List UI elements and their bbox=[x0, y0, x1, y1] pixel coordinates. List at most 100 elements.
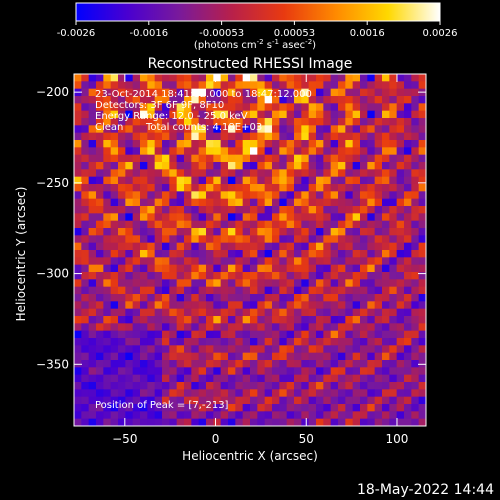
heatmap-cell bbox=[279, 250, 288, 258]
heatmap-cell bbox=[352, 74, 361, 82]
heatmap-cell bbox=[74, 125, 82, 134]
heatmap-cell bbox=[242, 88, 251, 97]
heatmap-cell bbox=[301, 374, 310, 383]
heatmap-cell bbox=[374, 125, 383, 134]
heatmap-cell bbox=[96, 294, 104, 302]
heatmap-cell bbox=[308, 374, 317, 383]
heatmap-cell bbox=[294, 74, 302, 82]
heatmap-cell bbox=[294, 264, 302, 273]
heatmap-cell bbox=[147, 360, 156, 368]
heatmap-cell bbox=[294, 257, 302, 266]
heatmap-cell bbox=[140, 367, 148, 376]
heatmap-cell bbox=[338, 330, 346, 339]
heatmap-cell bbox=[367, 213, 376, 222]
heatmap-cell bbox=[404, 118, 412, 126]
heatmap-cell bbox=[220, 198, 229, 207]
heatmap-cell bbox=[316, 367, 324, 376]
heatmap-cell bbox=[396, 176, 405, 185]
heatmap-cell bbox=[404, 338, 412, 346]
heatmap-cell bbox=[367, 176, 376, 185]
heatmap-cell bbox=[162, 382, 170, 390]
heatmap-cell bbox=[147, 235, 156, 244]
heatmap-cell bbox=[330, 396, 339, 405]
heatmap-cell bbox=[250, 294, 258, 302]
heatmap-cell bbox=[206, 301, 214, 310]
heatmap-cell bbox=[147, 301, 156, 310]
heatmap-cell bbox=[286, 338, 295, 346]
heatmap-cell bbox=[286, 140, 295, 148]
heatmap-cell bbox=[338, 147, 346, 156]
heatmap-cell bbox=[286, 264, 295, 273]
heatmap-cell bbox=[338, 338, 346, 346]
heatmap-cell bbox=[308, 308, 317, 317]
heatmap-cell bbox=[206, 235, 214, 244]
heatmap-cell bbox=[206, 74, 214, 82]
heatmap-cell bbox=[374, 345, 383, 354]
heatmap-cell bbox=[338, 279, 346, 288]
heatmap-cell bbox=[330, 228, 339, 236]
x-tick-label: 0 bbox=[212, 432, 220, 446]
heatmap-cell bbox=[352, 81, 361, 90]
heatmap-cell bbox=[169, 418, 178, 426]
heatmap-cell bbox=[228, 242, 236, 251]
heatmap-cell bbox=[330, 360, 339, 368]
heatmap-cell bbox=[81, 418, 90, 426]
heatmap-cell bbox=[264, 96, 273, 104]
heatmap-cell bbox=[191, 257, 200, 266]
heatmap-cell bbox=[198, 250, 207, 258]
heatmap-cell bbox=[323, 250, 332, 258]
heatmap-cell bbox=[81, 81, 90, 90]
heatmap-cell bbox=[154, 206, 163, 214]
heatmap-cell bbox=[411, 286, 420, 295]
heatmap-cell bbox=[396, 235, 405, 244]
heatmap-cell bbox=[228, 74, 236, 82]
heatmap-cell bbox=[367, 396, 376, 405]
heatmap-cell bbox=[279, 228, 288, 236]
heatmap-cell bbox=[176, 418, 185, 426]
heatmap-cell bbox=[264, 88, 273, 97]
heatmap-cell bbox=[74, 118, 82, 126]
heatmap-cell bbox=[213, 228, 222, 236]
heatmap-cell bbox=[382, 103, 390, 112]
heatmap-cell bbox=[301, 308, 310, 317]
heatmap-cell bbox=[330, 118, 339, 126]
heatmap-cell bbox=[147, 132, 156, 141]
heatmap-cell bbox=[272, 191, 280, 200]
heatmap-cell bbox=[88, 389, 97, 398]
heatmap-cell bbox=[81, 411, 90, 420]
heatmap-cell bbox=[411, 396, 420, 405]
heatmap-cell bbox=[206, 294, 214, 302]
heatmap-cell bbox=[279, 191, 288, 200]
heatmap-cell bbox=[279, 323, 288, 332]
heatmap-cell bbox=[184, 352, 192, 361]
heatmap-cell bbox=[367, 323, 376, 332]
heatmap-cell bbox=[140, 404, 148, 412]
heatmap-cell bbox=[169, 206, 178, 214]
heatmap-cell bbox=[411, 330, 420, 339]
heatmap-cell bbox=[294, 154, 302, 163]
heatmap-cell bbox=[294, 81, 302, 90]
heatmap-cell bbox=[96, 213, 104, 222]
heatmap-cell bbox=[294, 162, 302, 170]
heatmap-cell bbox=[301, 345, 310, 354]
heatmap-cell bbox=[132, 125, 141, 134]
heatmap-cell bbox=[272, 162, 280, 170]
heatmap-cell bbox=[184, 338, 192, 346]
heatmap-cell bbox=[360, 125, 368, 134]
heatmap-cell bbox=[389, 162, 398, 170]
heatmap-cell bbox=[176, 103, 185, 112]
heatmap-cell bbox=[140, 147, 148, 156]
heatmap-cell bbox=[272, 147, 280, 156]
heatmap-cell bbox=[279, 132, 288, 141]
heatmap-cell bbox=[338, 162, 346, 170]
heatmap-cell bbox=[81, 389, 90, 398]
heatmap-cell bbox=[360, 132, 368, 141]
heatmap-cell bbox=[250, 250, 258, 258]
heatmap-cell bbox=[257, 169, 266, 178]
heatmap-cell bbox=[323, 169, 332, 178]
heatmap-cell bbox=[213, 338, 222, 346]
heatmap-cell bbox=[301, 279, 310, 288]
heatmap-cell bbox=[110, 162, 119, 170]
heatmap-cell bbox=[264, 308, 273, 317]
heatmap-cell bbox=[169, 338, 178, 346]
